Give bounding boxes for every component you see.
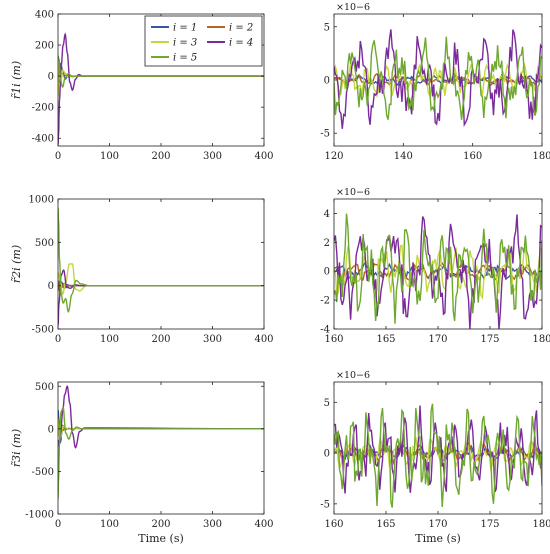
- series-line-3: [58, 62, 264, 98]
- x-tick-label: 170: [428, 334, 447, 345]
- y-tick-label: 2: [324, 238, 330, 249]
- x-tick-label: 180: [532, 334, 550, 345]
- y-tick-label: 500: [35, 238, 54, 249]
- y-tick-label: -5: [320, 129, 330, 140]
- series-line-4: [58, 269, 264, 326]
- x-tick-label: 175: [480, 519, 499, 530]
- x-axis-label: Time (s): [138, 532, 184, 545]
- x-axis-label: Time (s): [415, 532, 461, 545]
- y-exponent-label: ×10−6: [336, 370, 370, 381]
- legend: i = 1 i = 2 i = 3 i = 4 i = 5: [144, 15, 263, 67]
- series-line-2: [58, 71, 264, 84]
- x-tick-label: 300: [203, 519, 222, 530]
- series-line-5: [334, 403, 542, 508]
- y-tick-label: 500: [35, 382, 54, 393]
- x-tick-label: 160: [324, 519, 343, 530]
- x-tick-label: 200: [151, 151, 170, 162]
- y-tick-label: -2: [320, 296, 330, 307]
- y-tick-label: -5: [320, 499, 330, 510]
- x-tick-label: 180: [532, 519, 550, 530]
- y-tick-label: 200: [35, 41, 54, 52]
- x-tick-label: 400: [254, 334, 273, 345]
- chart-r1-zoom: 120 140 160 180 -5 0 5 ×10−6: [320, 2, 550, 162]
- series-line-2: [58, 281, 264, 293]
- x-tick-label: 400: [254, 151, 273, 162]
- y-tick-label: -4: [320, 325, 330, 336]
- x-tick-label: 165: [376, 519, 395, 530]
- chart-r3-zoom: 160 165 170 175 180 -5 0 5 ×10−6 Time (s): [320, 370, 550, 545]
- y-tick-label: 1000: [29, 195, 54, 206]
- x-tick-label: 200: [151, 519, 170, 530]
- y-tick-label: -200: [32, 103, 54, 114]
- x-tick-label: 400: [254, 519, 273, 530]
- chart-r2-zoom: 160 165 170 175 180 -4 -2 0 2 4 ×10−6: [320, 187, 550, 345]
- series-line-3: [58, 263, 264, 296]
- x-tick-label: 180: [532, 151, 550, 162]
- legend-label: i = 2: [229, 23, 253, 34]
- y-axis-label: r̃1i (m): [10, 61, 23, 99]
- series-line-5: [334, 213, 542, 324]
- y-tick-label: 0: [324, 76, 330, 87]
- x-tick-label: 140: [394, 151, 413, 162]
- x-tick-label: 100: [100, 151, 119, 162]
- x-tick-label: 160: [324, 334, 343, 345]
- y-tick-label: -1000: [25, 510, 54, 521]
- x-tick-label: 100: [100, 519, 119, 530]
- y-tick-label: 0: [324, 267, 330, 278]
- series-line-4: [334, 29, 542, 129]
- y-exponent-label: ×10−6: [336, 187, 370, 198]
- x-tick-label: 170: [428, 519, 447, 530]
- x-tick-label: 100: [100, 334, 119, 345]
- series-line-4: [58, 385, 264, 449]
- y-tick-label: 0: [48, 72, 54, 83]
- legend-label: i = 4: [229, 38, 253, 49]
- legend-label: i = 3: [173, 38, 197, 49]
- series-line-4: [58, 32, 264, 145]
- x-tick-label: 175: [480, 334, 499, 345]
- y-tick-label: 5: [324, 398, 330, 409]
- x-tick-label: 0: [55, 519, 61, 530]
- y-axis-label: r̃2i (m): [10, 245, 23, 283]
- y-tick-label: -400: [32, 134, 54, 145]
- series-line-5: [58, 406, 264, 499]
- y-tick-label: 0: [48, 281, 54, 292]
- axes-frame: [57, 198, 265, 330]
- x-tick-label: 0: [55, 151, 61, 162]
- legend-label: i = 5: [173, 53, 197, 64]
- x-tick-label: 200: [151, 334, 170, 345]
- series-line-5: [334, 36, 542, 120]
- y-tick-label: -500: [32, 467, 54, 478]
- y-tick-label: 0: [324, 449, 330, 460]
- series-line-1: [58, 62, 264, 86]
- series-line-5: [58, 207, 264, 313]
- y-tick-label: 400: [35, 10, 54, 21]
- x-tick-label: 0: [55, 334, 61, 345]
- series-line-5: [58, 55, 264, 88]
- x-tick-label: 300: [203, 334, 222, 345]
- chart-r1-full: 0 100 200 300 400 -400 -200 0 200 400 r̃1i (m): [10, 10, 274, 163]
- y-tick-label: -500: [32, 325, 54, 336]
- y-exponent-label: ×10−6: [336, 2, 370, 13]
- y-axis-label: r̃3i (m): [10, 429, 23, 467]
- axes-frame: [57, 381, 265, 515]
- series-line-1: [58, 409, 264, 445]
- series-line-3: [334, 62, 542, 99]
- y-tick-label: 0: [48, 424, 54, 435]
- x-tick-label: 165: [376, 334, 395, 345]
- y-tick-label: 4: [324, 209, 330, 220]
- x-tick-label: 160: [463, 151, 482, 162]
- x-tick-label: 120: [324, 151, 343, 162]
- y-tick-label: 5: [324, 22, 330, 33]
- chart-r3-full: 0 100 200 300 400 -1000 -500 0 500 r̃3i (m) Time (…: [10, 381, 274, 545]
- x-tick-label: 300: [203, 151, 222, 162]
- legend-label: i = 1: [173, 23, 197, 34]
